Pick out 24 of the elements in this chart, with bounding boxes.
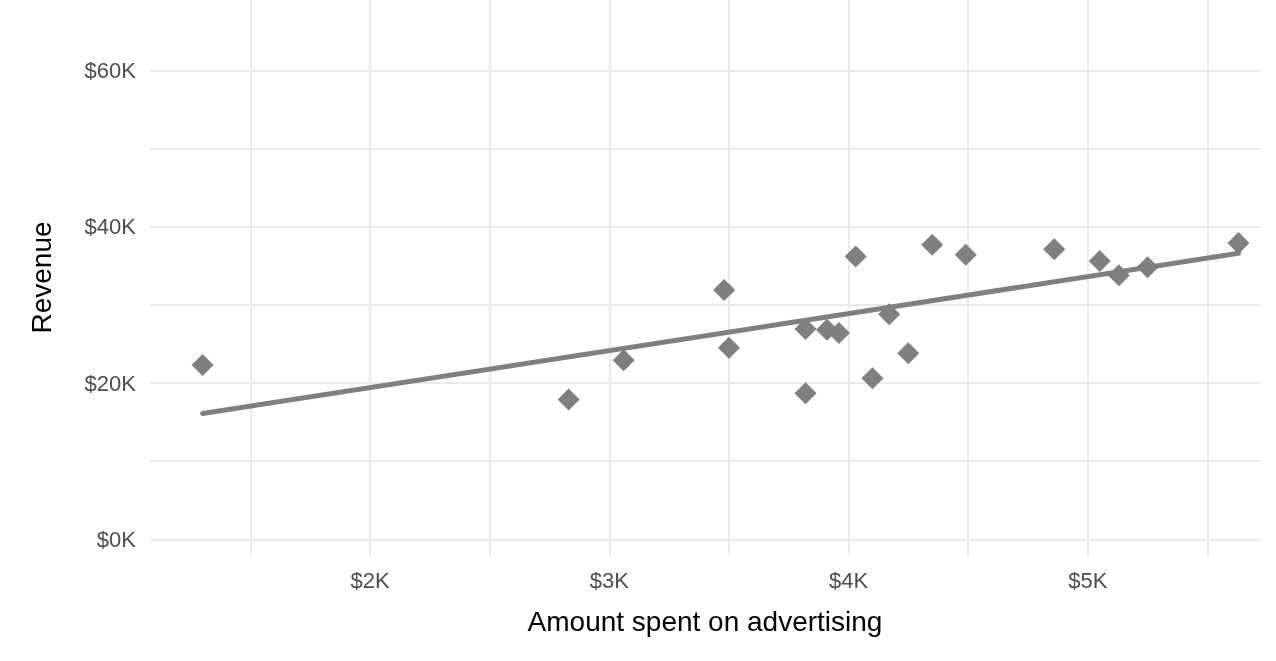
x-tick-label: $4K <box>828 567 869 593</box>
point <box>954 243 977 266</box>
point <box>557 388 580 411</box>
point <box>794 382 817 405</box>
point <box>612 349 635 372</box>
y-tick-label: $0K <box>96 526 137 552</box>
x-tick-label: $2K <box>350 567 390 593</box>
point <box>1227 232 1250 255</box>
point <box>861 367 884 390</box>
point <box>717 336 740 359</box>
point <box>897 342 920 365</box>
point <box>191 354 214 377</box>
x-tick-label: $3K <box>589 567 630 593</box>
x-tick-label: $5K <box>1068 567 1108 593</box>
point <box>713 279 736 302</box>
x-axis-title: Amount spent on advertising <box>527 605 883 637</box>
point <box>1043 238 1066 261</box>
y-axis-title: Revenue <box>25 221 57 334</box>
y-tick-label: $20K <box>84 370 137 396</box>
y-tick-label: $60K <box>84 57 137 83</box>
y-tick-label: $40K <box>84 214 137 240</box>
point <box>1088 250 1111 273</box>
point <box>921 233 944 256</box>
point <box>844 245 867 268</box>
